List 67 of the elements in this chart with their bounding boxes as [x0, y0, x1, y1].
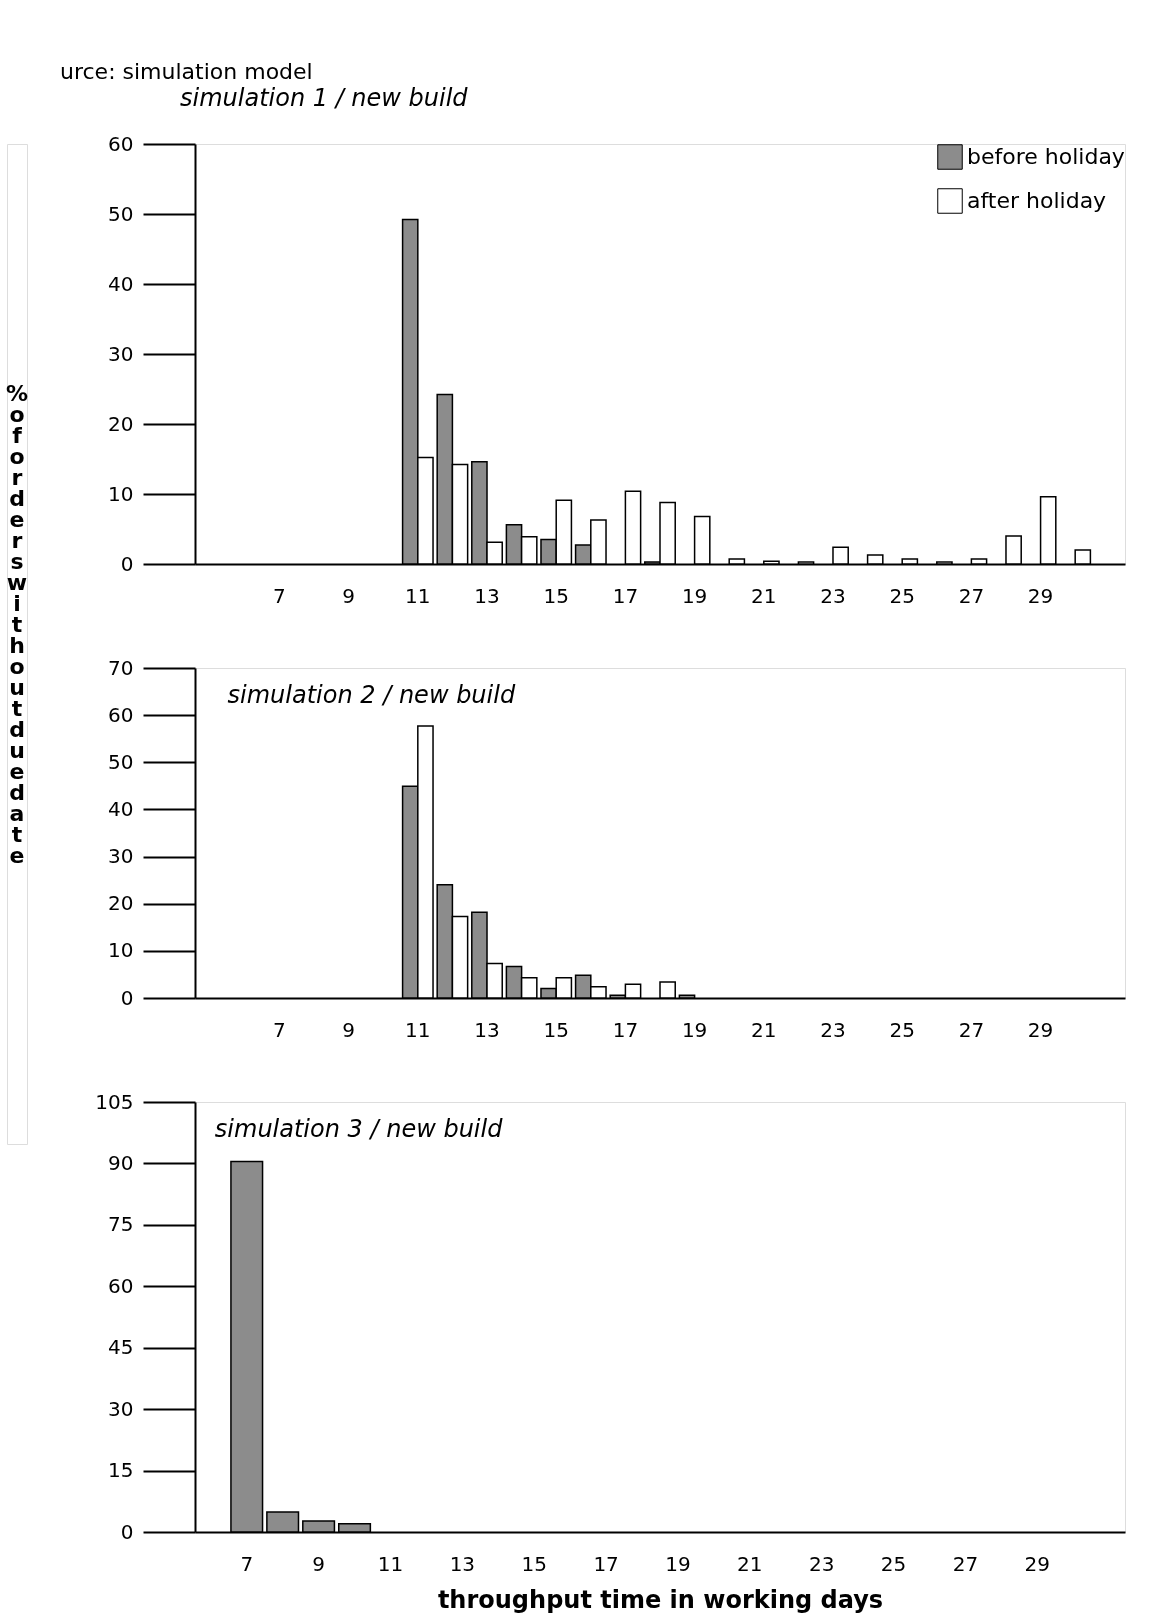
y-tick-label: 10 [108, 938, 134, 963]
y-tick-label: 0 [120, 551, 134, 576]
x-tick-label: 27 [958, 1017, 985, 1042]
x-tick-label: 23 [820, 1017, 846, 1042]
x-tick-label: 25 [880, 1551, 907, 1576]
y-tick-label: 60 [108, 131, 134, 156]
x-tick-label: 17 [612, 583, 639, 608]
y-tick-label: 45 [108, 1335, 134, 1360]
x-tick-label: 23 [820, 583, 846, 608]
y-tick-label: 10 [108, 481, 134, 506]
x-tick-label: 27 [952, 1551, 979, 1576]
x-axis-title: throughput time in working days [437, 1585, 884, 1614]
x-tick-label: 13 [474, 1017, 500, 1042]
y-tick-label: 60 [108, 702, 134, 727]
y-tick-label: 30 [108, 341, 134, 366]
y-tick-label: 20 [108, 411, 134, 436]
x-tick-label: 7 [273, 583, 286, 608]
x-tick-label: 19 [681, 1017, 708, 1042]
x-tick-label: 19 [665, 1551, 691, 1576]
x-tick-label: 29 [1024, 1551, 1051, 1576]
y-tick-label: 70 [108, 655, 134, 680]
x-tick-label: 25 [889, 583, 915, 608]
legend-label: after holiday [967, 188, 1107, 213]
x-tick-label: 17 [612, 1017, 639, 1042]
legend-label: before holiday [967, 144, 1125, 169]
x-tick-label: 7 [240, 1551, 254, 1576]
x-tick-label: 23 [808, 1551, 835, 1576]
x-tick-label: 29 [1027, 1017, 1054, 1042]
chart-title: simulation 1 / new build [180, 84, 469, 112]
text: simulation 2 / new build [227, 681, 516, 709]
x-tick-label: 9 [342, 583, 355, 608]
x-tick-label: 21 [751, 1017, 777, 1042]
y-tick-label: 50 [108, 201, 134, 226]
y-tick-label: 105 [95, 1089, 134, 1114]
y-tick-label: 0 [120, 1519, 134, 1544]
text: urce: simulation model [60, 59, 313, 84]
x-tick-label: 15 [543, 1017, 569, 1042]
x-tick-label: 29 [1027, 583, 1054, 608]
y-tick-label: 50 [108, 749, 134, 774]
x-tick-label: 19 [681, 583, 708, 608]
y-tick-label: 0 [120, 985, 134, 1010]
x-tick-label: 13 [474, 583, 500, 608]
x-tick-label: 15 [521, 1551, 547, 1576]
x-tick-label: 17 [593, 1551, 619, 1576]
x-tick-label: 9 [312, 1551, 325, 1576]
y-tick-label: 40 [108, 271, 134, 296]
x-tick-label: 25 [889, 1017, 915, 1042]
x-tick-label: 11 [405, 583, 431, 608]
x-tick-label: 13 [449, 1551, 476, 1576]
text: % of orders without due date [5, 381, 29, 868]
y-tick-label: 60 [108, 1273, 134, 1298]
y-tick-label: 30 [108, 844, 134, 869]
x-tick-label: 21 [751, 583, 777, 608]
y-tick-label: 90 [108, 1150, 134, 1175]
y-tick-label: 75 [108, 1212, 134, 1237]
text: simulation 3 / new build [214, 1115, 504, 1143]
x-tick-label: 7 [273, 1017, 286, 1042]
x-tick-label: 15 [543, 583, 569, 608]
x-tick-label: 11 [405, 1017, 431, 1042]
x-tick-label: 21 [737, 1551, 763, 1576]
y-tick-label: 40 [108, 796, 134, 821]
x-tick-label: 27 [958, 583, 985, 608]
y-tick-label: 15 [108, 1458, 134, 1483]
y-tick-label: 20 [108, 891, 134, 916]
y-tick-label: 30 [108, 1396, 134, 1421]
x-tick-label: 11 [377, 1551, 404, 1576]
x-tick-label: 9 [342, 1017, 355, 1042]
